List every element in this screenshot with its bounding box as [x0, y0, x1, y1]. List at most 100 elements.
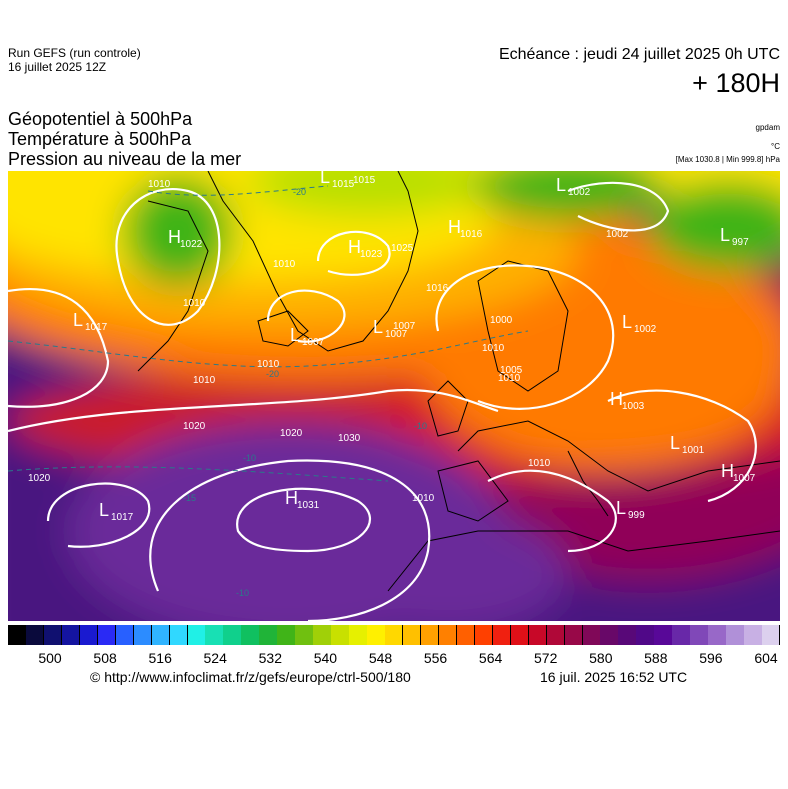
isotherms — [8, 185, 529, 482]
colorbar-swatch — [8, 625, 27, 645]
svg-text:L: L — [670, 433, 680, 453]
isobar-1025-high — [149, 459, 431, 621]
colorbar-tick-label: 548 — [368, 650, 393, 666]
map-svg: 1010 1015 1002 1010 1010 1016 1025 1010 1010 1007… — [8, 171, 780, 621]
high-pressure-center: H 1016 — [448, 217, 483, 240]
colorbar-swatch — [672, 625, 691, 645]
colorbar-swatch — [313, 625, 332, 645]
low-pressure-center: L 997 — [720, 225, 749, 248]
italy-coast — [567, 450, 609, 517]
colorbar-swatch — [25, 625, 45, 645]
colorbar-swatch — [708, 625, 727, 645]
colorbar-swatch — [79, 625, 99, 645]
isobar-1015-far-west — [8, 288, 110, 408]
colorbar-tick-label: 508 — [93, 650, 117, 666]
isobar-label: 1025 — [391, 243, 414, 254]
svg-text:H: H — [168, 227, 181, 247]
colorbar-labels: 500 508 516 524 532 540 548 556 564 572 580 588 596 6… — [8, 650, 780, 668]
svg-text:1015: 1015 — [332, 179, 355, 190]
colorbar-swatch — [474, 625, 494, 645]
low-pressure-center: L 1002 — [622, 312, 657, 335]
colorbar-swatch — [205, 625, 224, 645]
high-pressure-center: H 1023 — [348, 237, 383, 260]
colorbar-swatch — [492, 625, 512, 645]
svg-text:L: L — [373, 317, 383, 337]
colorbar-swatch — [510, 625, 530, 645]
isobar-1030-high — [236, 487, 371, 553]
colorbar-tick-label: 516 — [148, 650, 172, 666]
isobar-label: 1030 — [338, 433, 361, 444]
isobar-label: 1007 — [393, 321, 416, 332]
isobars — [8, 181, 757, 621]
low-pressure-center: L 999 — [616, 498, 645, 521]
isobar-label: 1005 — [500, 365, 523, 376]
isotherm-label: -10 — [236, 588, 249, 598]
isobar-label: 1010 — [193, 375, 216, 386]
svg-text:1001: 1001 — [682, 445, 705, 456]
colorbar-swatch — [43, 625, 63, 645]
low-pressure-center: L 1001 — [670, 433, 705, 456]
isotherm-label: -20 — [266, 369, 279, 379]
isotherm-north — [8, 330, 529, 368]
colorbar-swatch — [654, 625, 673, 645]
field-violet-africa — [328, 511, 568, 621]
generation-timestamp: 16 juil. 2025 16:52 UTC — [540, 669, 688, 685]
colorbar-swatch — [331, 625, 350, 645]
isotherm-label: -15 — [183, 493, 196, 503]
colorbar-swatch — [546, 625, 566, 645]
colorbar-tick-label: 500 — [38, 650, 62, 666]
colorbar-tick-label: 588 — [644, 650, 668, 666]
colorbar-swatch — [744, 625, 763, 645]
svg-text:L: L — [99, 500, 109, 520]
colorbar-swatch — [367, 625, 386, 645]
colorbar-swatch — [438, 625, 458, 645]
scandinavia-coast — [477, 260, 569, 392]
svg-text:1003: 1003 — [622, 401, 645, 412]
isobar-label: 1010 — [528, 458, 551, 469]
svg-text:H: H — [721, 461, 734, 481]
run-title: Run GEFS (run controle) — [8, 46, 141, 60]
isobar-label: 1010 — [273, 259, 296, 270]
isobar-label: 1015 — [353, 175, 376, 186]
svg-text:H: H — [285, 488, 298, 508]
british-isles-coast — [427, 380, 469, 437]
colorbar-swatch — [97, 625, 117, 645]
colorbar-swatch — [295, 625, 314, 645]
svg-text:999: 999 — [628, 510, 645, 521]
isobar-1020-west — [46, 482, 151, 548]
isobar-label: 1000 — [490, 315, 513, 326]
colorbar-swatch — [349, 625, 368, 645]
svg-text:1023: 1023 — [360, 249, 383, 260]
low-pressure-center: L 1015 — [320, 171, 355, 190]
low-pressure-center: L 1017 — [73, 310, 108, 333]
isobar-1005-ne — [567, 181, 670, 232]
colorbar-tick-label: 580 — [589, 650, 613, 666]
colorbar-swatch — [762, 625, 781, 645]
temperature-labels: -20 -20 -10 -10 -10 -15 — [183, 187, 427, 598]
isobar-1005-east — [607, 389, 757, 503]
colorbar-swatch — [582, 625, 601, 645]
low-pressure-center: L 1002 — [556, 175, 591, 198]
low-pressure-center: L 1007 — [290, 325, 325, 348]
continental-coast — [457, 420, 780, 492]
colorbar-tick-label: 564 — [478, 650, 503, 666]
low-pressure-center: L 1017 — [99, 500, 134, 523]
svg-text:1016: 1016 — [460, 229, 483, 240]
svg-text:1007: 1007 — [385, 329, 408, 340]
title-geopotential: Géopotentiel à 500hPa — [8, 109, 193, 129]
isobar-1010-nord — [435, 264, 615, 410]
colorbar-swatch — [133, 625, 153, 645]
iberia-coast — [437, 460, 509, 522]
colorbar — [8, 625, 781, 645]
colorbar-swatch — [223, 625, 242, 645]
svg-text:H: H — [610, 389, 623, 409]
colorbar-swatch — [259, 625, 278, 645]
isotherm-south — [8, 466, 389, 482]
colorbar-swatch — [402, 625, 422, 645]
canada-coast — [137, 200, 209, 372]
svg-text:L: L — [556, 175, 566, 195]
svg-text:L: L — [290, 325, 300, 345]
isobar-label: 1020 — [28, 473, 51, 484]
isobar-1020-greenland — [316, 230, 391, 276]
svg-text:L: L — [720, 225, 730, 245]
